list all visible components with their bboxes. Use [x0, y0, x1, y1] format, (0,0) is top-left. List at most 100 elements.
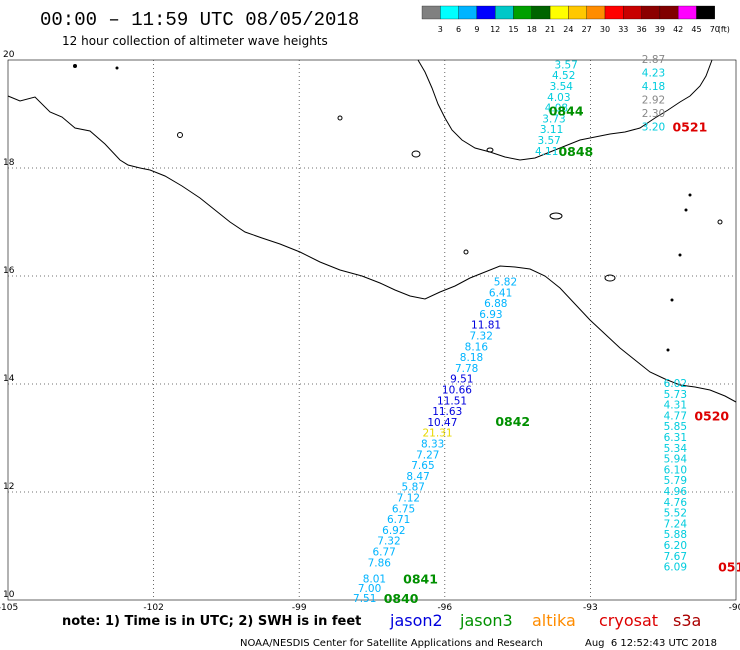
legend-tick: 9 — [474, 25, 479, 34]
island — [463, 249, 469, 255]
islands — [73, 64, 723, 352]
swh-value: 11.51 — [437, 395, 467, 407]
legend-swatch — [659, 5, 679, 20]
swh-value: 7.12 — [397, 492, 420, 504]
swh-value: 4.11 — [535, 146, 558, 158]
lake — [411, 150, 421, 158]
satellite-s3a: s3a — [673, 611, 701, 630]
swh-value: 6.31 — [664, 432, 687, 444]
legend-swatch — [440, 5, 459, 20]
swh-value: 5.82 — [494, 276, 517, 288]
legend-swatch — [495, 5, 514, 20]
x-tick-label: -93 — [583, 603, 598, 613]
legend-swatch — [549, 5, 569, 20]
swh-value: 4.23 — [642, 68, 665, 80]
legend-tick: 42 — [673, 25, 683, 34]
island — [73, 64, 77, 68]
island — [337, 115, 343, 121]
swh-value: 7.86 — [368, 557, 392, 569]
satellite-altika: altika — [532, 611, 576, 630]
legend-swatch — [513, 5, 532, 20]
legend-tick: 18 — [527, 25, 537, 34]
island — [717, 219, 723, 225]
swh-value: 4.03 — [547, 92, 570, 104]
footer: note: 1) Time is in UTC; 2) SWH is in fe… — [62, 611, 717, 649]
swh-value: 2.87 — [642, 54, 665, 66]
swh-value: 9.51 — [450, 374, 473, 386]
swh-value: 8.01 — [363, 573, 386, 585]
pass-time: 0840 — [384, 591, 419, 606]
x-tick-label: -99 — [292, 603, 307, 613]
pass-time: 0841 — [403, 571, 438, 586]
legend-tick: 27 — [582, 25, 592, 34]
legend-swatch — [476, 5, 496, 20]
swh-value: 6.77 — [372, 546, 395, 558]
pass-time: 0842 — [495, 414, 530, 429]
swh-value: 5.85 — [664, 421, 687, 433]
footer-note: note: 1) Time is in UTC; 2) SWH is in fe… — [62, 614, 361, 629]
pass-time: 0521 — [672, 120, 707, 135]
swh-value: 4.31 — [664, 400, 687, 412]
lake — [486, 147, 494, 153]
map-area: -105-102-99-96-93-90101214161820 3.574.5… — [0, 50, 740, 613]
swh-value: 7.65 — [411, 460, 434, 472]
y-tick-label: 20 — [3, 50, 15, 60]
pacific-coastline — [7, 95, 737, 403]
swh-value: 6.93 — [479, 309, 502, 321]
pass-time: 0844 — [549, 103, 584, 118]
island — [684, 208, 688, 212]
legend-swatch — [568, 5, 587, 20]
swh-value: 7.24 — [664, 518, 688, 530]
swh-value: 3.20 — [642, 122, 665, 134]
legend-swatch — [531, 5, 551, 20]
x-tick-label: -96 — [437, 603, 452, 613]
swh-value: 10.47 — [427, 417, 457, 429]
swh-value: 8.33 — [421, 438, 444, 450]
island — [678, 253, 682, 257]
tick-labels: -105 -102 -99 -96 -93 -90 10 12 14 16 18 20 — [0, 50, 740, 613]
y-tick-label: 18 — [3, 158, 15, 168]
gulf-coastline — [417, 59, 713, 161]
swh-value: 6.71 — [387, 514, 410, 526]
swh-value: 7.27 — [416, 449, 439, 461]
swh-value: 8.16 — [465, 341, 489, 353]
swh-value: 3.57 — [537, 135, 560, 147]
island — [688, 193, 692, 197]
y-tick-label: 10 — [3, 590, 15, 600]
y-tick-label: 12 — [3, 482, 14, 492]
satellite-jason2: jason2 — [389, 611, 443, 630]
swh-value: 4.08 — [545, 103, 568, 115]
swh-value: 5.87 — [402, 482, 425, 494]
map-frame — [7, 59, 737, 601]
swh-value: 6.02 — [664, 378, 687, 390]
swh-value: 6.09 — [664, 562, 687, 574]
swh-value: 3.73 — [542, 113, 565, 125]
swh-value: 4.18 — [642, 81, 665, 93]
legend-tick: 30 — [600, 25, 610, 34]
swh-value: 4.52 — [552, 70, 575, 82]
swh-value: 6.75 — [392, 503, 415, 515]
x-tick-label: -102 — [143, 603, 163, 613]
swh-value: 3.54 — [550, 81, 574, 93]
swh-value: 5.94 — [664, 454, 688, 466]
swh-value: 5.52 — [664, 508, 687, 520]
swh-value: 7.67 — [664, 551, 687, 563]
coastline — [7, 59, 737, 403]
swh-value: 6.88 — [484, 298, 507, 310]
pass-time: 051 — [718, 560, 740, 575]
lake — [604, 274, 616, 282]
swh-value: 21.31 — [422, 428, 452, 440]
swh-value: 4.96 — [664, 486, 688, 498]
legend-unit: (ft) — [718, 25, 730, 34]
lake — [549, 212, 563, 220]
swh-value: 10.66 — [442, 384, 472, 396]
footer-timestamp: Aug 6 12:52:43 UTC 2018 — [585, 638, 717, 649]
swh-value: 8.18 — [460, 352, 483, 364]
island — [177, 132, 183, 138]
x-tick-label: -90 — [729, 603, 740, 613]
island — [666, 348, 670, 352]
legend-tick: 3 — [438, 25, 443, 34]
legend-tick: 39 — [655, 25, 665, 34]
legend-swatch — [696, 5, 715, 20]
